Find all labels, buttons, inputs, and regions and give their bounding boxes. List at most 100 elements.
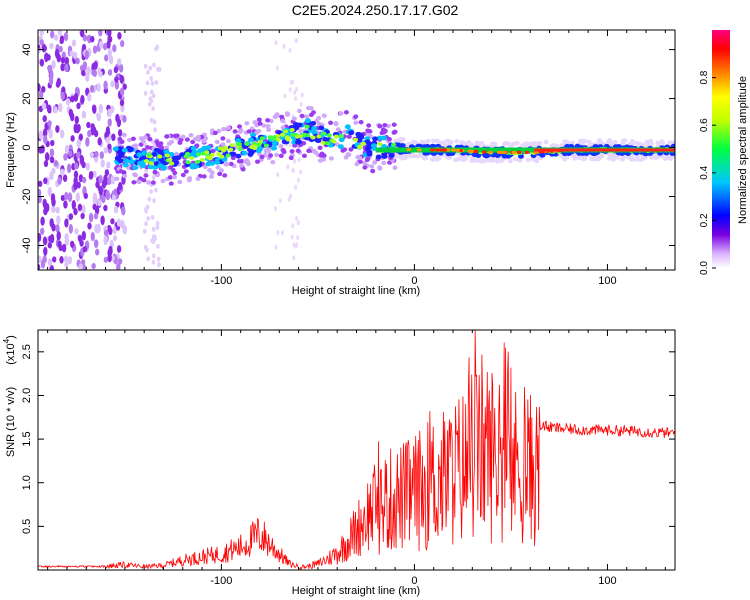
- heatmap-halo-cell: [346, 134, 352, 139]
- heatmap-halo-cell: [177, 179, 183, 185]
- heatmap-halo-cell: [158, 141, 164, 146]
- heatmap-noise-cell: [53, 34, 59, 41]
- heatmap-peak-cell: [229, 143, 235, 148]
- heatmap-halo-cell: [369, 164, 375, 169]
- heatmap-peak-cell: [304, 124, 310, 129]
- heatmap-noise-cell: [90, 35, 95, 43]
- heatmap-noise-cell: [38, 233, 42, 242]
- heatmap-noise-cell: [143, 63, 148, 69]
- heatmap-halo-cell: [441, 140, 447, 145]
- heatmap-halo-cell: [255, 159, 260, 164]
- heatmap-max-cell: [435, 148, 440, 152]
- heatmap-halo-cell: [317, 145, 323, 150]
- heatmap-halo-cell: [174, 133, 180, 138]
- heatmap-halo-cell: [537, 140, 543, 146]
- heatmap-ridge-cell: [205, 161, 212, 167]
- heatmap-noise-cell: [38, 196, 42, 204]
- heatmap-noise-cell: [118, 63, 124, 73]
- heatmap-halo-cell: [328, 156, 334, 161]
- heatmap-noise-cell: [39, 58, 45, 67]
- heatmap-noise-cell: [38, 263, 41, 270]
- heatmap-halo-cell: [159, 145, 165, 150]
- heatmap-peak-cell: [325, 141, 331, 146]
- heatmap-peak-cell: [331, 139, 337, 144]
- heatmap-halo-cell: [240, 167, 246, 172]
- heatmap-halo-cell: [372, 160, 378, 165]
- heatmap-noise-cell: [114, 80, 120, 90]
- heatmap-noise-cell: [47, 258, 53, 267]
- heatmap-noise-cell: [152, 253, 156, 259]
- heatmap-noise-cell: [145, 80, 150, 86]
- heatmap-noise-cell: [100, 159, 105, 168]
- heatmap-max-band: [534, 148, 675, 152]
- heatmap-halo-cell: [447, 155, 453, 160]
- heatmap-noise-cell: [92, 45, 98, 54]
- heatmap-noise-cell: [78, 133, 84, 141]
- heatmap-noise-cell: [43, 177, 48, 185]
- heatmap-noise-cell: [150, 214, 155, 220]
- heatmap-noise-cell: [64, 63, 69, 73]
- heatmap-ridge-cell: [191, 149, 198, 155]
- heatmap-halo-cell: [501, 142, 507, 147]
- heatmap-noise-cell: [89, 84, 95, 93]
- heatmap-halo-cell: [473, 158, 479, 163]
- heatmap-halo-cell: [201, 139, 207, 144]
- heatmap-halo-cell: [280, 118, 286, 124]
- heatmap-noise-cell: [93, 212, 99, 220]
- heatmap-noise-cell: [51, 223, 56, 232]
- heatmap-peak-cell: [352, 137, 359, 142]
- heatmap-halo-cell: [311, 110, 316, 115]
- heatmap-noise-cell: [39, 30, 44, 36]
- heatmap-halo-cell: [288, 155, 294, 161]
- heatmap-halo-cell: [509, 142, 515, 147]
- heatmap-peak-cell: [377, 142, 383, 147]
- heatmap-ridge-cell: [372, 136, 378, 142]
- heatmap-halo-cell: [166, 141, 172, 146]
- heatmap-halo-cell: [513, 156, 518, 162]
- heatmap-max-cell: [451, 148, 456, 152]
- heatmap-noise-cell: [64, 192, 69, 201]
- heatmap-noise-cell: [80, 212, 85, 220]
- heatmap-noise-cell: [38, 180, 43, 187]
- x-tick-label: 0: [411, 275, 417, 287]
- heatmap-halo-cell: [217, 171, 223, 177]
- heatmap-halo-cell: [296, 108, 302, 114]
- heatmap-noise-cell: [75, 57, 80, 65]
- heatmap-ridge-cell: [248, 137, 254, 143]
- heatmap-noise-cell: [104, 169, 110, 176]
- colorbar-ticks: 0.0 0.2 0.4 0.6 0.8: [699, 70, 716, 275]
- heatmap-noise-cell: [47, 242, 52, 249]
- heatmap-halo-cell: [216, 128, 222, 134]
- heatmap-halo-cell: [640, 142, 646, 148]
- heatmap-halo-cell: [582, 156, 588, 161]
- heatmap-ridge-cell: [318, 125, 325, 131]
- colorbar-tick-label: 0.6: [699, 118, 710, 132]
- heatmap-halo-cell: [392, 129, 398, 134]
- heatmap-noise-cell: [292, 242, 296, 248]
- heatmap-peak-cell: [199, 158, 205, 162]
- y-tick-label: 0: [21, 144, 33, 150]
- heatmap-halo-cell: [266, 127, 272, 132]
- heatmap-halo-cell: [606, 138, 612, 143]
- heatmap-halo-cell: [202, 164, 208, 170]
- heatmap-noise-cell: [98, 174, 103, 184]
- heatmap-halo-cell: [507, 158, 513, 164]
- heatmap-peak-cell: [275, 137, 281, 142]
- heatmap-ridge-cell: [112, 146, 119, 152]
- heatmap-noise-cell: [100, 215, 105, 226]
- heatmap-halo-cell: [382, 128, 388, 134]
- heatmap-halo-cell: [353, 114, 359, 119]
- heatmap-noise-cell: [156, 256, 161, 262]
- heatmap-ridge-cell: [136, 152, 143, 158]
- heatmap-noise-cell: [82, 264, 87, 270]
- snr-multiplier-base: (x10: [5, 343, 17, 364]
- heatmap-noise-cell: [74, 115, 80, 125]
- heatmap-noise-cell: [98, 103, 104, 114]
- heatmap-noise-cell: [107, 69, 113, 76]
- heatmap-ridge-cell: [364, 139, 371, 145]
- heatmap-noise-cell: [107, 177, 112, 185]
- heatmap-noise-cell: [155, 220, 160, 226]
- heatmap-noise-cell: [46, 54, 51, 61]
- heatmap-noise-cell: [87, 93, 92, 102]
- heatmap-noise-cell: [117, 58, 122, 66]
